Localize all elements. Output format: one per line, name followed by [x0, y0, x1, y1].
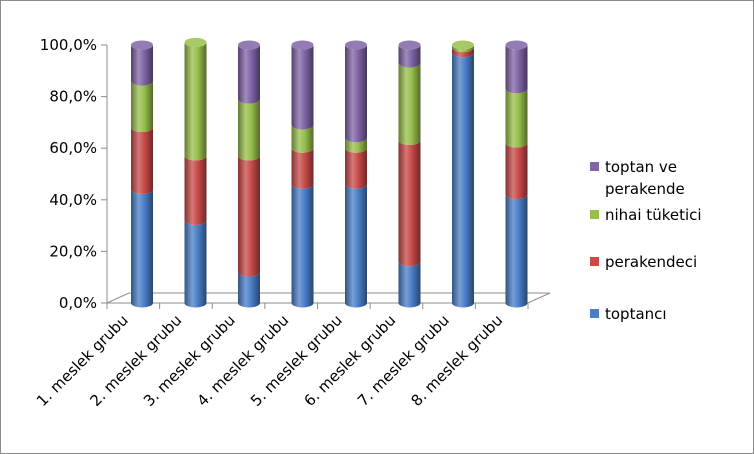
bar-segment	[505, 45, 528, 94]
y-tick-label: 40,0%	[49, 191, 97, 209]
legend-label: perakende	[605, 180, 685, 198]
legend-swatch	[590, 210, 599, 219]
bar-segment	[291, 148, 314, 189]
bar-segment	[505, 194, 528, 308]
bar-segment	[291, 184, 314, 308]
y-tick-label: 0,0%	[59, 294, 97, 312]
x-category-label: 3. meslek grubu	[140, 311, 239, 410]
bar-segment	[131, 127, 153, 194]
bar-segment	[238, 155, 260, 277]
bar-segment	[505, 143, 528, 200]
x-category-label: 2. meslek grubu	[86, 311, 185, 410]
bar-segment	[291, 45, 314, 130]
x-category-label: 1. meslek grubu	[33, 311, 132, 410]
legend-label: toptan ve	[605, 158, 677, 176]
bar-segment	[398, 261, 421, 308]
bar-segment	[398, 140, 421, 267]
x-category-label: 5. meslek grubu	[247, 311, 346, 410]
bar-segment	[291, 124, 314, 153]
bar-segment	[452, 47, 474, 58]
bar-top-cap	[184, 37, 207, 47]
bar-segment	[184, 220, 207, 308]
x-category-label: 4. meslek grubu	[193, 311, 292, 410]
x-category-label: 6. meslek grubu	[300, 311, 399, 410]
legend-label: toptancı	[605, 305, 667, 323]
bar-segment	[345, 148, 367, 189]
bar-segment	[238, 45, 260, 104]
bar-segment	[184, 155, 207, 225]
bar-segment	[505, 88, 528, 148]
legend-item: nihai tüketici	[590, 206, 702, 224]
bar-segment	[131, 45, 153, 86]
x-category-label: 8. meslek grubu	[407, 311, 506, 410]
bar-top-cap	[291, 40, 314, 50]
bar-segment	[238, 99, 260, 161]
legend-item: toptancı	[590, 305, 667, 323]
legend-swatch	[590, 309, 599, 318]
legend-item: toptan ve perakende	[590, 158, 685, 198]
bar-segment	[398, 63, 421, 145]
x-category-label: 7. meslek grubu	[354, 311, 453, 410]
bar-top-cap	[238, 40, 260, 50]
bar-segment	[452, 45, 474, 53]
bar-segment	[345, 45, 367, 143]
bar-segment	[131, 189, 153, 308]
bar-top-cap	[505, 40, 528, 50]
legend-label: nihai tüketici	[605, 206, 702, 224]
legend-item: perakendeci	[590, 253, 697, 271]
bar-segment	[345, 137, 367, 153]
y-tick-label: 100,0%	[40, 36, 97, 54]
chart-floor	[106, 292, 551, 304]
legend-swatch	[590, 257, 599, 266]
bar-segment	[345, 184, 367, 308]
legend-swatch	[590, 162, 599, 171]
y-tick-label: 20,0%	[49, 242, 97, 260]
bar-top-cap	[452, 40, 474, 50]
bar-segment	[238, 272, 260, 308]
bar-top-cap	[345, 40, 367, 50]
bar-segment	[131, 81, 153, 133]
bar-top-cap	[131, 40, 153, 50]
bar-segment	[398, 45, 421, 68]
y-tick-label: 60,0%	[49, 139, 97, 157]
legend-label: perakendeci	[605, 253, 697, 271]
bar-top-cap	[398, 40, 421, 50]
bar-segment	[452, 52, 474, 308]
bar-segment	[184, 42, 207, 161]
y-tick-label: 80,0%	[49, 88, 97, 106]
